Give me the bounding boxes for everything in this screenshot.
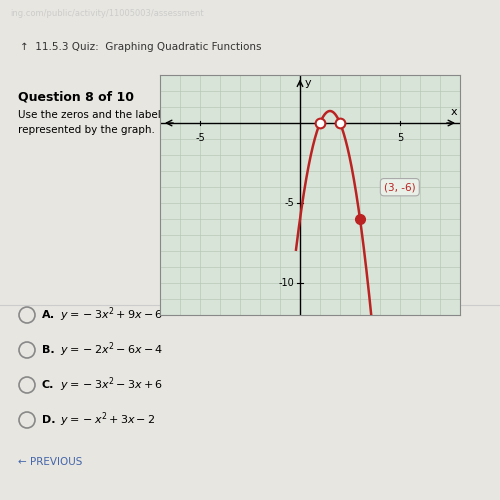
Text: ← PREVIOUS: ← PREVIOUS: [18, 457, 82, 467]
Text: y: y: [305, 78, 312, 88]
Text: -10: -10: [278, 278, 294, 288]
Text: Use the zeros and the labeled point to write the quadratic function: Use the zeros and the labeled point to w…: [18, 110, 367, 120]
Text: B.: B.: [42, 345, 54, 355]
Text: A.: A.: [42, 310, 55, 320]
Text: $y = -3x^2 - 3x + 6$: $y = -3x^2 - 3x + 6$: [60, 376, 163, 394]
Text: $y = -x^2 + 3x - 2$: $y = -x^2 + 3x - 2$: [60, 410, 156, 430]
Text: ing.com/public/activity/11005003/assessment: ing.com/public/activity/11005003/assessm…: [10, 9, 203, 18]
Text: $y = -3x^2 + 9x - 6$: $y = -3x^2 + 9x - 6$: [60, 306, 163, 324]
Text: -5: -5: [284, 198, 294, 208]
Text: C.: C.: [42, 380, 54, 390]
Text: represented by the graph.: represented by the graph.: [18, 125, 155, 135]
Text: (3, -6): (3, -6): [384, 182, 416, 192]
Text: ↑  11.5.3 Quiz:  Graphing Quadratic Functions: ↑ 11.5.3 Quiz: Graphing Quadratic Functi…: [20, 42, 262, 52]
Text: $y = -2x^2 - 6x - 4$: $y = -2x^2 - 6x - 4$: [60, 340, 163, 359]
Text: Question 8 of 10: Question 8 of 10: [18, 90, 134, 103]
Text: x: x: [450, 106, 458, 117]
Text: D.: D.: [42, 415, 56, 425]
Text: 5: 5: [397, 132, 403, 142]
Text: -5: -5: [195, 132, 205, 142]
